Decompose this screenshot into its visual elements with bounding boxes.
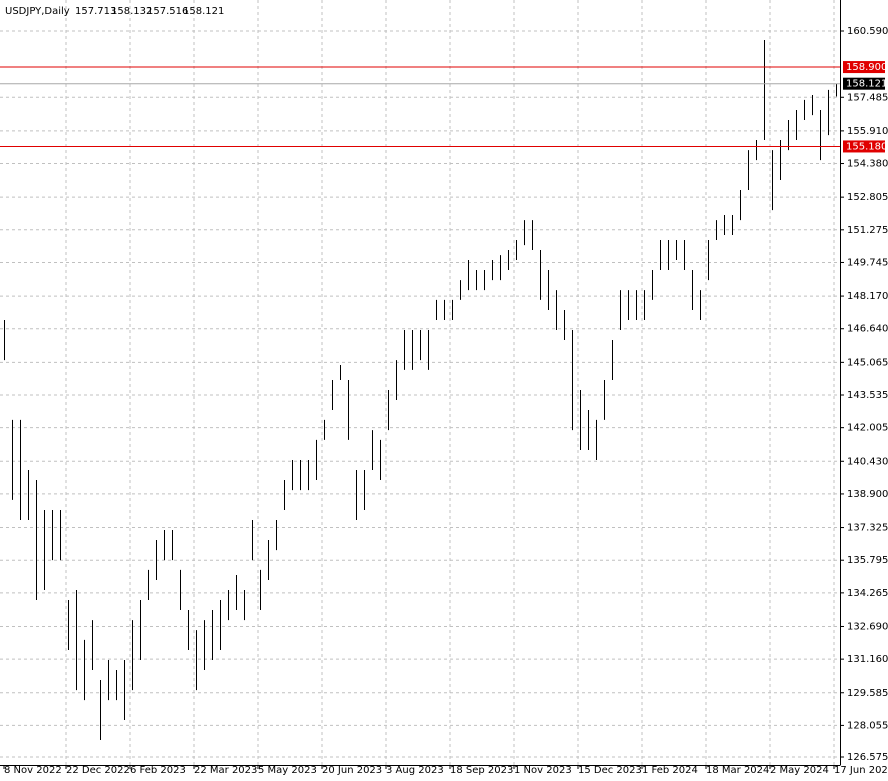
y-tick-label: 135.795 [847,555,888,566]
y-tick-label: 142.005 [847,423,888,434]
quote-high: 158.132 [111,6,152,17]
y-tick-label: 146.640 [847,324,888,335]
y-tick-label: 155.910 [847,126,888,137]
y-tick-label: 128.055 [847,720,888,731]
x-tick-label: 2 May 2024 [770,765,829,776]
x-tick-label: 3 Aug 2023 [386,765,444,776]
quote-low: 157.516 [147,6,188,17]
x-tick-label: 18 Sep 2023 [450,765,513,776]
y-tick-label: 140.430 [847,456,888,467]
symbol: USDJPY,Daily [5,6,70,17]
x-tick-label: 18 Mar 2024 [706,765,769,776]
level-label: 155.180 [846,141,887,152]
y-tick-label: 134.265 [847,588,888,599]
x-tick-label: 22 Mar 2023 [194,765,257,776]
y-tick-label: 138.900 [847,489,888,500]
x-tick-label: 6 Feb 2023 [130,765,186,776]
y-tick-label: 145.065 [847,357,888,368]
y-tick-label: 151.275 [847,225,888,236]
y-tick-label: 131.160 [847,654,888,665]
quote-close: 158.121 [183,6,224,17]
y-tick-label: 137.325 [847,523,888,534]
level-box [843,140,885,153]
y-tick-label: 154.380 [847,159,888,170]
x-tick-label: 17 Jun 2024 [834,765,888,776]
last-price-box [843,77,885,90]
y-tick-label: 148.170 [847,291,888,302]
header: USDJPY,Daily 157.713 158.132 157.516 158… [5,6,224,17]
y-tick-label: 152.805 [847,192,888,203]
x-tick-label: 8 Nov 2022 [4,765,62,776]
y-tick-label: 143.535 [847,390,888,401]
y-tick-label: 157.485 [847,92,888,103]
x-tick-label: 1 Feb 2024 [642,765,698,776]
x-tick-label: 5 May 2023 [258,765,317,776]
x-tick-label: 1 Nov 2023 [514,765,572,776]
y-tick-label: 129.585 [847,688,888,699]
last-price-label: 158.121 [846,79,887,90]
quote-open: 157.713 [75,6,116,17]
y-tick-label: 149.745 [847,257,888,268]
x-tick-label: 15 Dec 2023 [578,765,642,776]
y-tick-label: 132.690 [847,621,888,632]
y-tick-label: 126.575 [847,752,888,763]
x-tick-label: 20 Jun 2023 [322,765,382,776]
level-label: 158.900 [846,62,887,73]
x-tick-label: 22 Dec 2022 [66,765,130,776]
level-box [843,61,885,74]
y-tick-label: 160.590 [847,26,888,37]
